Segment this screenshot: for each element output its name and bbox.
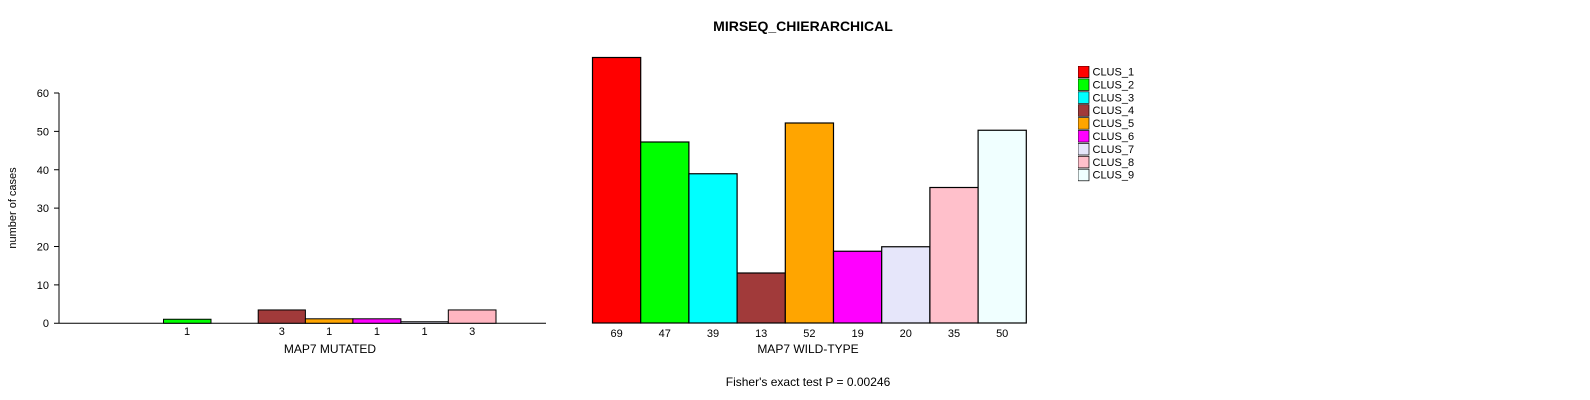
svg-text:CLUS_4: CLUS_4 (1093, 105, 1135, 117)
svg-text:CLUS_9: CLUS_9 (1093, 169, 1135, 181)
svg-text:60: 60 (37, 88, 49, 100)
svg-text:CLUS_5: CLUS_5 (1093, 118, 1135, 130)
svg-text:20: 20 (37, 242, 49, 254)
svg-text:MIRSEQ_CHIERARCHICAL: MIRSEQ_CHIERARCHICAL (713, 18, 893, 34)
svg-text:47: 47 (659, 328, 671, 340)
svg-text:1: 1 (326, 326, 332, 338)
svg-text:19: 19 (851, 328, 863, 340)
svg-text:MAP7 MUTATED: MAP7 MUTATED (284, 342, 377, 356)
svg-text:CLUS_1: CLUS_1 (1093, 66, 1135, 78)
svg-text:69: 69 (610, 328, 622, 340)
svg-text:10: 10 (37, 280, 49, 292)
svg-text:52: 52 (803, 328, 815, 340)
svg-text:30: 30 (37, 203, 49, 215)
svg-text:3: 3 (469, 326, 475, 338)
svg-text:50: 50 (37, 126, 49, 138)
svg-text:3: 3 (279, 326, 285, 338)
svg-text:CLUS_2: CLUS_2 (1093, 79, 1135, 91)
svg-text:1: 1 (184, 326, 190, 338)
svg-text:CLUS_7: CLUS_7 (1093, 144, 1135, 156)
svg-text:35: 35 (948, 328, 960, 340)
svg-text:0: 0 (43, 318, 49, 330)
svg-text:40: 40 (37, 165, 49, 177)
svg-text:CLUS_3: CLUS_3 (1093, 92, 1135, 104)
svg-text:39: 39 (707, 328, 719, 340)
svg-text:13: 13 (755, 328, 767, 340)
svg-text:Fisher's exact test P = 0.0024: Fisher's exact test P = 0.00246 (726, 375, 891, 389)
svg-text:1: 1 (422, 326, 428, 338)
svg-text:CLUS_6: CLUS_6 (1093, 131, 1135, 143)
svg-text:number of cases: number of cases (7, 167, 19, 249)
svg-text:CLUS_8: CLUS_8 (1093, 157, 1135, 169)
svg-text:20: 20 (900, 328, 912, 340)
svg-text:MAP7 WILD-TYPE: MAP7 WILD-TYPE (757, 342, 858, 356)
svg-text:50: 50 (996, 328, 1008, 340)
svg-text:1: 1 (374, 326, 380, 338)
